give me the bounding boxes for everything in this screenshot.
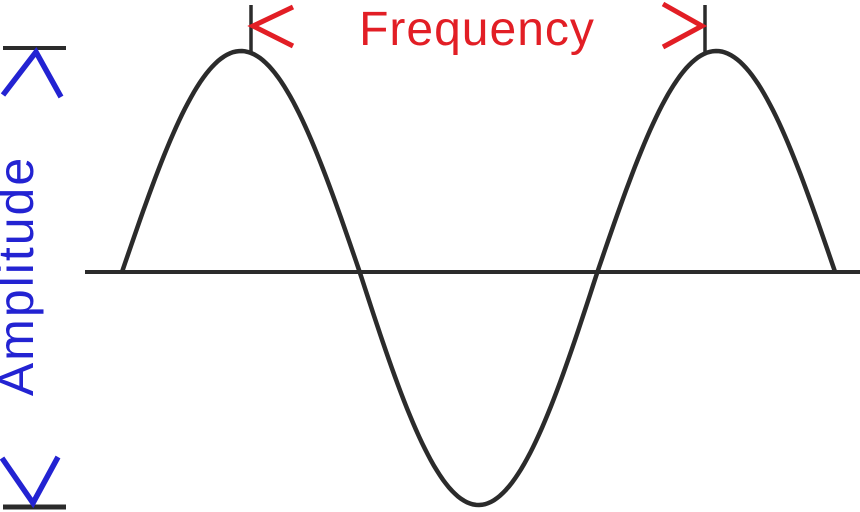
amplitude-arrow-up-icon <box>0 47 64 99</box>
amplitude-label: Amplitude <box>0 156 44 396</box>
frequency-arrow-right-icon <box>661 1 708 50</box>
frequency-label: Frequency <box>359 3 595 56</box>
sine-wave <box>119 48 838 508</box>
amplitude-arrow-down-icon <box>0 455 61 509</box>
frequency-arrow-left-icon <box>247 4 295 49</box>
